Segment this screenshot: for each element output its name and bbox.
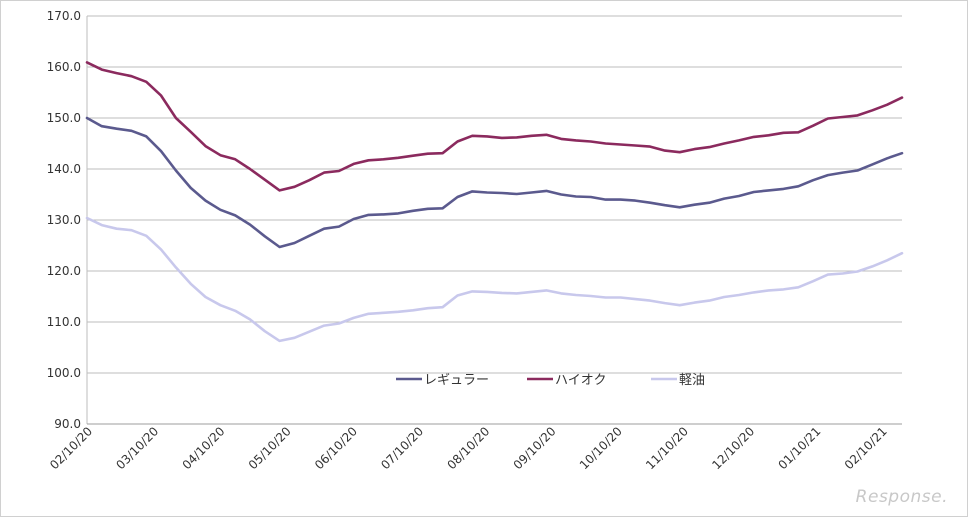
y-tick-label: 120.0 (47, 264, 81, 278)
series-line-highoctane (85, 61, 904, 192)
y-tick-label: 140.0 (47, 162, 81, 176)
legend-label-diesel: 軽油 (679, 373, 705, 388)
y-tick-label: 170.0 (47, 9, 81, 23)
legend-label-regular: レギュラー (424, 373, 489, 388)
series-line-diesel (85, 216, 904, 343)
x-tick-label: 12/10/20 (709, 424, 757, 472)
x-axis-ticks: 02/10/20 03/10/20 04/10/20 05/10/20 06/10/20… (47, 424, 890, 472)
y-tick-label: 110.0 (47, 315, 81, 329)
legend-label-highoctane: ハイオク (555, 373, 606, 388)
x-tick-label: 02/10/20 (47, 424, 95, 472)
x-tick-label: 09/10/20 (511, 424, 559, 472)
y-tick-label: 100.0 (47, 366, 81, 380)
x-tick-label: 06/10/20 (312, 424, 360, 472)
x-tick-label: 02/10/21 (842, 424, 890, 472)
x-tick-label: 05/10/20 (246, 424, 294, 472)
x-tick-label: 03/10/20 (113, 424, 161, 472)
x-tick-label: 04/10/20 (180, 424, 228, 472)
y-tick-label: 130.0 (47, 213, 81, 227)
y-tick-label: 90.0 (54, 417, 81, 431)
watermark-logo: Response. (855, 487, 948, 507)
y-tick-label: 160.0 (47, 60, 81, 74)
x-tick-label: 10/10/20 (577, 424, 625, 472)
x-tick-label: 08/10/20 (444, 424, 492, 472)
series-lines (85, 61, 904, 343)
x-tick-label: 07/10/20 (378, 424, 426, 472)
y-tick-label: 150.0 (47, 111, 81, 125)
x-tick-label: 01/10/21 (776, 424, 824, 472)
grid-lines (86, 15, 902, 425)
series-line-regular (85, 116, 904, 249)
y-axis-ticks: 90.0 100.0 110.0 120.0 130.0 140.0 150.0 160.0 1… (47, 9, 81, 431)
legend: レギュラー ハイオク 軽油 (396, 373, 705, 388)
x-tick-label: 11/10/20 (643, 424, 691, 472)
